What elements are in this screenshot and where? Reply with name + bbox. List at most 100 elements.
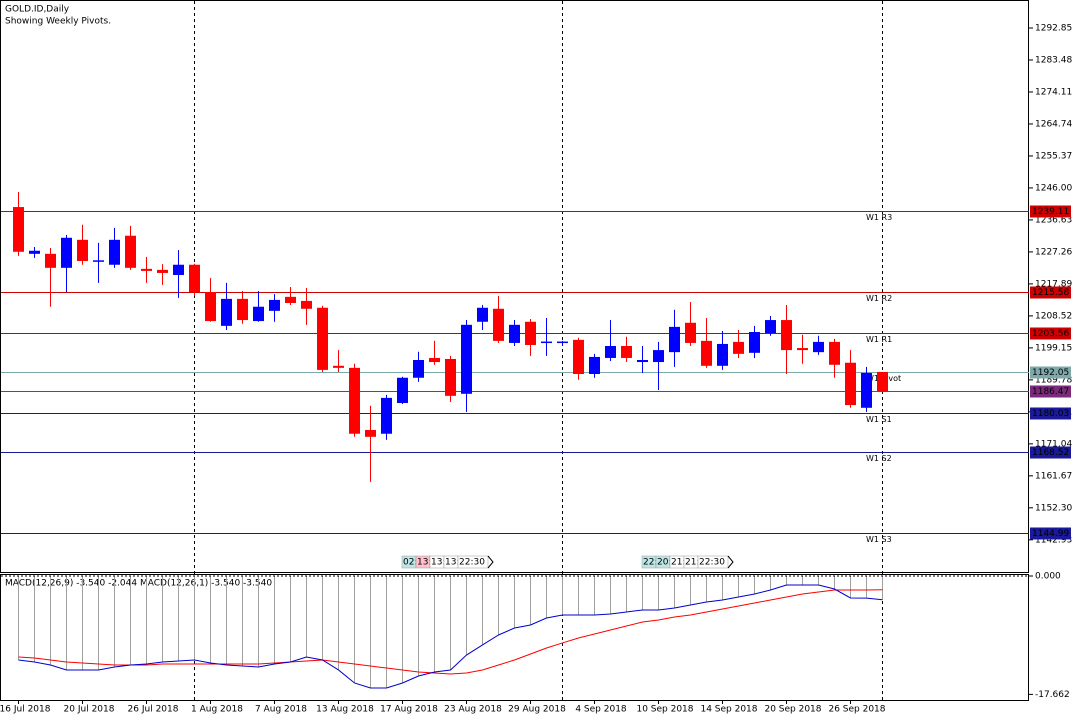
session-label: 22:30 (459, 558, 485, 568)
x-tick-label: 1 Aug 2018 (191, 705, 243, 715)
pivot-price-label: 1168.52 (1032, 448, 1069, 458)
candle-body (573, 339, 584, 374)
x-tick-label: 7 Aug 2018 (255, 705, 307, 715)
y-tick-label: 1171.04 (1035, 439, 1072, 449)
pivot-price-box (1030, 446, 1071, 459)
y-tick-label: 1189.78 (1035, 375, 1072, 385)
pivot-price-label: 1239.11 (1032, 207, 1069, 217)
y-tick-label: 1227.26 (1035, 247, 1072, 257)
macd-title: MACD(12,26,9) -3.540 -2.044 MACD(12,26,1… (5, 579, 272, 589)
candle-body (333, 365, 344, 368)
pivot-name: W1 S2 (866, 454, 892, 463)
macd-line (18, 584, 883, 689)
candle-body (781, 320, 792, 351)
chart-title: GOLD.ID,Daily (5, 5, 70, 15)
pivot-name: W1 S3 (866, 535, 892, 544)
y-tick-label: 1292.85 (1035, 23, 1072, 33)
x-tick-label: 29 Aug 2018 (508, 705, 566, 715)
session-label: 21: (685, 558, 699, 568)
pivot-price-box (1030, 366, 1071, 379)
session-label: 22:30 (699, 558, 725, 568)
candle-body (285, 296, 296, 303)
x-tick-label: 20 Jul 2018 (64, 705, 115, 715)
candle-body (173, 264, 184, 275)
candle-body (797, 348, 808, 351)
session-label: 13: (445, 558, 459, 568)
candle-body (477, 307, 488, 322)
candle-body (381, 397, 392, 434)
pivot-name: W1 R2 (866, 294, 892, 303)
candle-body (61, 237, 72, 268)
candle-body (77, 239, 88, 261)
pivot-price-box (1030, 327, 1071, 340)
chart-subtitle: Showing Weekly Pivots. (5, 17, 111, 27)
pivot-price-box (1030, 527, 1071, 540)
candle-body (493, 308, 504, 341)
x-tick-label: 16 Jul 2018 (0, 705, 51, 715)
y-tick-label: 1152.30 (1035, 503, 1072, 513)
candle-body (205, 292, 216, 322)
session-box (457, 555, 489, 569)
candle-body (429, 357, 440, 363)
candle-body (141, 268, 152, 271)
session-label: 02: (403, 558, 417, 568)
candle-body (13, 207, 24, 252)
y-tick-label: 0.000 (1035, 572, 1061, 582)
y-tick-label: -17.662 (1035, 690, 1070, 700)
candle-body (253, 306, 264, 322)
candle-body (637, 359, 648, 363)
x-tick-label: 20 Sep 2018 (764, 705, 821, 715)
candle-body (845, 362, 856, 406)
y-tick-label: 1283.48 (1035, 55, 1072, 65)
candle-body (765, 320, 776, 334)
y-tick-label: 1274.11 (1035, 87, 1072, 97)
candle-body (557, 341, 568, 344)
candle-body (413, 359, 424, 378)
session-box (697, 555, 729, 569)
price-label: 1186.47 (1032, 387, 1069, 397)
session-label: 21: (671, 558, 685, 568)
pivot-price-label: 1192.05 (1032, 368, 1069, 378)
candle-body (621, 345, 632, 358)
candle-body (749, 332, 760, 353)
y-tick-label: 1217.89 (1035, 279, 1072, 289)
candle-body (445, 358, 456, 396)
candle-body (829, 341, 840, 365)
candle-body (717, 343, 728, 366)
candle-body (605, 345, 616, 358)
x-tick-label: 14 Sep 2018 (700, 705, 757, 715)
candle-body (237, 298, 248, 321)
candle-body (541, 341, 552, 344)
candle-body (589, 356, 600, 374)
candle-body (221, 298, 232, 326)
pivot-price-label: 1215.58 (1032, 288, 1069, 298)
candle-body (349, 367, 360, 434)
candle-body (397, 377, 408, 404)
x-tick-label: 13 Aug 2018 (316, 705, 374, 715)
session-arrow (727, 555, 734, 569)
candle-body (877, 371, 888, 392)
y-tick-label: 1142.93 (1035, 535, 1072, 545)
pivot-name: W1 S1 (866, 415, 892, 424)
y-tick-label: 1161.67 (1035, 471, 1072, 481)
pivot-price-box (1030, 205, 1071, 218)
pivot-price-label: 1144.99 (1032, 529, 1069, 539)
candle-body (109, 239, 120, 265)
session-label: 20: (657, 558, 671, 568)
session-label: 13: (417, 558, 431, 568)
price-box (1030, 385, 1071, 398)
candle-body (685, 322, 696, 343)
x-tick-label: 10 Sep 2018 (636, 705, 693, 715)
candle-body (669, 326, 680, 353)
session-label: 13: (431, 558, 445, 568)
candle-body (157, 269, 168, 273)
candle-body (189, 264, 200, 293)
x-tick-label: 17 Aug 2018 (380, 705, 438, 715)
macd-line (18, 589, 883, 675)
candle-body (733, 341, 744, 354)
candle-body (525, 321, 536, 345)
candle-body (269, 299, 280, 311)
